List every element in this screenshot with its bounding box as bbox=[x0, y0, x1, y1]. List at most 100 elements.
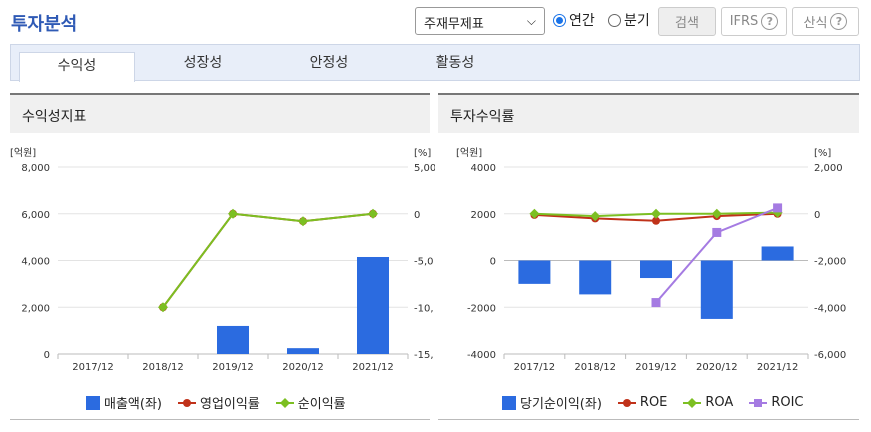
radio-quarter-label: 분기 bbox=[624, 13, 650, 29]
legend-swatch-roic bbox=[749, 398, 768, 407]
legend-swatch-net-income bbox=[502, 395, 516, 410]
legend-item-roa[interactable]: ROA bbox=[683, 395, 733, 410]
right-tick-label: 0 bbox=[414, 210, 420, 221]
right-tick-label: -6,000 bbox=[814, 350, 846, 361]
point-ROA-2020/12 bbox=[711, 208, 722, 219]
right-tick-label: 0 bbox=[814, 210, 820, 221]
bar-2017/12 bbox=[518, 260, 551, 284]
bar-2019/12 bbox=[640, 260, 672, 279]
point-ROIC-2021/12 bbox=[773, 203, 783, 213]
point-ROIC-2020/12 bbox=[712, 227, 722, 237]
x-tick-label: 2017/12 bbox=[514, 362, 556, 373]
page-title: 투자분석 bbox=[11, 14, 78, 35]
left-tick-label: -2000 bbox=[467, 303, 496, 314]
x-tick-label: 2020/12 bbox=[696, 362, 738, 373]
left-tick-label: 8,000 bbox=[21, 163, 50, 174]
panel-title-return: 투자수익률 bbox=[438, 93, 859, 133]
bar-2021/12 bbox=[357, 256, 389, 354]
point-ROE-2019/12 bbox=[652, 216, 660, 225]
panel-bottom-border bbox=[10, 419, 430, 420]
return-chart: [억원] [%] 4000 2,000 2000 0 0 -2,000 -2000 -4,000 -… bbox=[456, 147, 846, 373]
legend-label-roa: ROA bbox=[705, 395, 734, 410]
tab-growth[interactable]: 성장성 bbox=[183, 55, 223, 71]
point-ROA-2017/12 bbox=[529, 208, 540, 219]
chevron-down-icon: ⌵ bbox=[526, 14, 536, 28]
legend-label-roic: ROIC bbox=[771, 395, 804, 410]
statement-type-value: 주재무제표 bbox=[424, 17, 484, 32]
profitability-chart: [억원] [%] 8,000 5,00 6,000 0 4,000 -5,0 2,000 -10,… bbox=[10, 147, 435, 373]
ifrs-button[interactable]: IFRS ? bbox=[721, 7, 787, 36]
point-ROIC-2019/12 bbox=[651, 298, 661, 308]
left-tick-label: 6,000 bbox=[21, 210, 50, 221]
point-ROA-2018/12 bbox=[590, 211, 601, 222]
legend-item-roic[interactable]: ROIC bbox=[749, 395, 804, 410]
statement-type-select[interactable]: 주재무제표 ⌵ bbox=[415, 7, 545, 35]
point-순이익률-2018/12 bbox=[158, 302, 168, 313]
left-axis-unit: [억원] bbox=[456, 147, 482, 159]
formula-button[interactable]: 산식 ? bbox=[792, 7, 859, 36]
x-tick-label: 2021/12 bbox=[352, 362, 394, 373]
left-tick-label: 2000 bbox=[471, 210, 496, 221]
return-legend: 당기순이익(좌) ROE ROA ROIC bbox=[502, 393, 814, 412]
point-순이익률-2019/12 bbox=[228, 208, 238, 219]
x-tick-label: 2019/12 bbox=[635, 362, 677, 373]
x-tick-label: 2017/12 bbox=[72, 362, 114, 373]
x-tick-label: 2021/12 bbox=[757, 362, 799, 373]
tab-activity[interactable]: 활동성 bbox=[435, 55, 475, 71]
right-tick-label: -5,0 bbox=[414, 257, 434, 268]
left-axis-unit: [억원] bbox=[10, 147, 36, 159]
x-tick-label: 2019/12 bbox=[212, 362, 254, 373]
point-순이익률-2021/12 bbox=[368, 208, 378, 219]
ifrs-label: IFRS bbox=[729, 14, 759, 29]
point-ROA-2019/12 bbox=[651, 208, 661, 219]
legend-label-net-margin: 순이익률 bbox=[297, 397, 346, 412]
panel-title-profitability: 수익성지표 bbox=[10, 93, 430, 133]
right-axis-unit: [%] bbox=[814, 148, 831, 159]
legend-item-net-margin[interactable]: 순이익률 bbox=[275, 393, 346, 412]
legend-label-net-income: 당기순이익(좌) bbox=[520, 397, 602, 412]
x-tick-label: 2018/12 bbox=[574, 362, 616, 373]
legend-swatch-roa bbox=[683, 397, 702, 408]
right-tick-label: -4,000 bbox=[814, 303, 846, 314]
search-button-label: 검색 bbox=[675, 16, 699, 31]
tab-stability[interactable]: 안정성 bbox=[309, 55, 349, 71]
profitability-legend: 매출액(좌) 영업이익률 순이익률 bbox=[86, 393, 356, 412]
right-tick-label: -10, bbox=[414, 303, 434, 314]
left-tick-label: 2,000 bbox=[21, 303, 50, 314]
legend-label-sales: 매출액(좌) bbox=[104, 397, 162, 412]
right-tick-label: 2,000 bbox=[814, 163, 843, 174]
radio-annual[interactable]: 연간 bbox=[553, 10, 595, 30]
right-axis-unit: [%] bbox=[414, 148, 431, 159]
analysis-tabs: 수익성 성장성 안정성 활동성 bbox=[10, 44, 860, 82]
left-tick-label: 4000 bbox=[471, 163, 496, 174]
legend-label-operating-margin: 영업이익률 bbox=[199, 397, 260, 412]
radio-annual-dot[interactable] bbox=[553, 13, 566, 27]
radio-quarter[interactable]: 분기 bbox=[608, 10, 650, 30]
left-tick-label: 0 bbox=[44, 350, 50, 361]
tab-profitability[interactable]: 수익성 bbox=[19, 52, 135, 82]
left-tick-label: -4000 bbox=[467, 350, 496, 361]
radio-quarter-dot[interactable] bbox=[608, 13, 621, 27]
right-tick-label: -15, bbox=[414, 350, 434, 361]
bar-2020/12 bbox=[700, 260, 733, 319]
legend-item-roe[interactable]: ROE bbox=[617, 395, 668, 410]
legend-swatch-sales bbox=[86, 395, 100, 410]
legend-item-sales[interactable]: 매출액(좌) bbox=[86, 393, 162, 412]
bar-2018/12 bbox=[579, 260, 612, 295]
formula-label: 산식 bbox=[803, 16, 828, 31]
right-tick-label: 5,00 bbox=[414, 163, 435, 174]
legend-label-roe: ROE bbox=[639, 395, 668, 410]
legend-item-net-income[interactable]: 당기순이익(좌) bbox=[502, 393, 602, 412]
radio-annual-label: 연간 bbox=[569, 13, 595, 29]
legend-item-operating-margin[interactable]: 영업이익률 bbox=[177, 393, 260, 412]
bar-2019/12 bbox=[217, 325, 249, 354]
bar-2021/12 bbox=[761, 246, 794, 261]
left-tick-label: 0 bbox=[490, 257, 496, 268]
left-tick-label: 4,000 bbox=[21, 257, 50, 268]
legend-swatch-roe bbox=[617, 398, 636, 407]
x-tick-label: 2020/12 bbox=[282, 362, 324, 373]
search-button[interactable]: 검색 bbox=[658, 7, 716, 36]
x-tick-label: 2018/12 bbox=[142, 362, 184, 373]
legend-swatch-operating-margin bbox=[177, 398, 196, 407]
bar-2020/12 bbox=[287, 348, 319, 354]
